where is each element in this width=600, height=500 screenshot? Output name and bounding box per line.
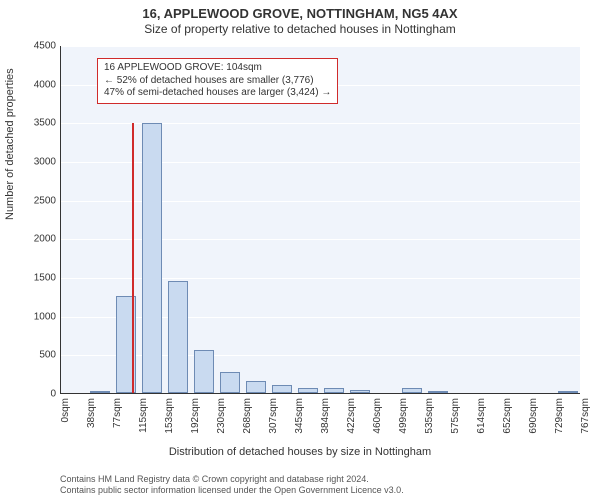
footer-attribution: Contains HM Land Registry data © Crown c… — [60, 474, 404, 496]
y-tick-label: 3000 — [16, 157, 56, 168]
y-tick-label: 500 — [16, 350, 56, 361]
x-tick-label: 767sqm — [580, 398, 591, 448]
plot-area: 16 APPLEWOOD GROVE: 104sqm← 52% of detac… — [60, 46, 580, 394]
x-tick-label: 230sqm — [216, 398, 227, 448]
x-tick-label: 614sqm — [476, 398, 487, 448]
gridline — [61, 239, 580, 240]
chart-container: 16, APPLEWOOD GROVE, NOTTINGHAM, NG5 4AX… — [0, 0, 600, 500]
y-tick-label: 2000 — [16, 234, 56, 245]
histogram-bar — [168, 281, 189, 393]
histogram-bar — [558, 391, 579, 393]
x-tick-label: 153sqm — [164, 398, 175, 448]
histogram-bar — [90, 391, 111, 393]
x-tick-label: 729sqm — [554, 398, 565, 448]
histogram-bar — [350, 390, 371, 393]
gridline — [61, 317, 580, 318]
gridline — [61, 201, 580, 202]
histogram-bar — [246, 381, 267, 393]
chart-title-line2: Size of property relative to detached ho… — [0, 22, 600, 36]
y-tick-label: 4000 — [16, 79, 56, 90]
footer-line2: Contains public sector information licen… — [60, 485, 404, 496]
x-tick-label: 575sqm — [450, 398, 461, 448]
x-tick-label: 192sqm — [190, 398, 201, 448]
property-marker-line — [132, 123, 134, 393]
y-tick-label: 0 — [16, 389, 56, 400]
property-annotation: 16 APPLEWOOD GROVE: 104sqm← 52% of detac… — [97, 58, 338, 104]
x-tick-label: 652sqm — [502, 398, 513, 448]
histogram-bar — [194, 350, 215, 393]
y-tick-label: 3500 — [16, 118, 56, 129]
gridline — [61, 162, 580, 163]
gridline — [61, 123, 580, 124]
annotation-line: 16 APPLEWOOD GROVE: 104sqm — [104, 62, 331, 75]
chart-title-line1: 16, APPLEWOOD GROVE, NOTTINGHAM, NG5 4AX — [0, 6, 600, 21]
y-tick-label: 1500 — [16, 273, 56, 284]
histogram-bar — [220, 372, 241, 393]
x-tick-label: 460sqm — [372, 398, 383, 448]
histogram-bar — [272, 385, 293, 394]
annotation-line: ← 52% of detached houses are smaller (3,… — [104, 75, 331, 88]
footer-line1: Contains HM Land Registry data © Crown c… — [60, 474, 404, 485]
x-tick-label: 0sqm — [60, 398, 71, 448]
histogram-bar — [142, 123, 163, 393]
gridline — [61, 46, 580, 47]
x-tick-label: 422sqm — [346, 398, 357, 448]
x-tick-label: 115sqm — [138, 398, 149, 448]
x-tick-label: 535sqm — [424, 398, 435, 448]
y-tick-label: 1000 — [16, 311, 56, 322]
gridline — [61, 355, 580, 356]
y-tick-label: 2500 — [16, 195, 56, 206]
y-tick-label: 4500 — [16, 41, 56, 52]
gridline — [61, 278, 580, 279]
histogram-bar — [402, 388, 423, 393]
x-tick-label: 38sqm — [86, 398, 97, 448]
histogram-bar — [298, 388, 319, 393]
x-tick-label: 690sqm — [528, 398, 539, 448]
x-tick-label: 307sqm — [268, 398, 279, 448]
annotation-line: 47% of semi-detached houses are larger (… — [104, 87, 331, 100]
histogram-bar — [428, 391, 449, 393]
y-axis-label: Number of detached properties — [4, 68, 16, 220]
x-tick-label: 268sqm — [242, 398, 253, 448]
x-tick-label: 77sqm — [112, 398, 123, 448]
x-tick-label: 345sqm — [294, 398, 305, 448]
x-tick-label: 499sqm — [398, 398, 409, 448]
x-tick-label: 384sqm — [320, 398, 331, 448]
histogram-bar — [324, 388, 345, 393]
